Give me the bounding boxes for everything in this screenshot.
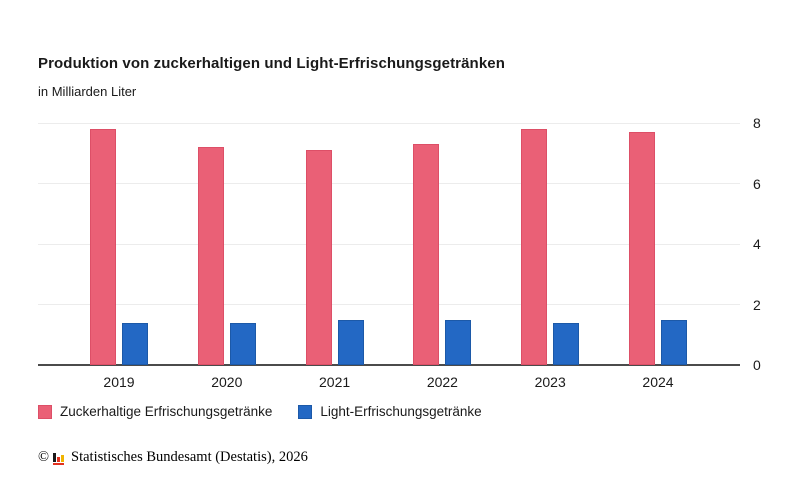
legend-label-light: Light-Erfrischungsgetränke <box>320 404 482 419</box>
x-axis-line <box>38 364 740 366</box>
legend: Zuckerhaltige Erfrischungsgetränke Light… <box>38 404 482 419</box>
y-tick-label: 0 <box>753 357 761 373</box>
bar-group-2019 <box>90 123 148 365</box>
bar-sugar <box>305 150 332 365</box>
x-tick-label: 2021 <box>319 374 351 390</box>
legend-item-light: Light-Erfrischungsgetränke <box>298 404 482 419</box>
chart-title: Produktion von zuckerhaltigen und Light-… <box>38 55 505 72</box>
x-tick-label: 2022 <box>426 374 458 390</box>
legend-label-sugar: Zuckerhaltige Erfrischungsgetränke <box>60 404 273 419</box>
bar-group-2023 <box>521 123 580 365</box>
gridline <box>38 122 740 124</box>
gridline <box>38 243 740 245</box>
gridline <box>38 183 740 184</box>
x-tick-label: 2020 <box>211 374 243 390</box>
legend-swatch-light-icon <box>298 404 313 419</box>
plot-area <box>38 122 740 366</box>
bar-light <box>229 322 256 365</box>
y-tick-label: 6 <box>753 175 761 192</box>
legend-item-sugar: Zuckerhaltige Erfrischungsgetränke <box>38 404 272 419</box>
source-text: Statistisches Bundesamt (Destatis), 2026 <box>71 449 308 465</box>
y-tick-label: 8 <box>753 115 761 131</box>
bar-group-2020 <box>197 123 256 365</box>
bar-sugar <box>521 129 548 365</box>
bar-group-2021 <box>305 123 364 365</box>
x-tick-label: 2019 <box>103 374 135 390</box>
x-tick-label: 2024 <box>642 374 674 390</box>
bar-group-2024 <box>629 123 687 365</box>
y-tick-label: 4 <box>753 236 761 252</box>
copyright-symbol: © <box>38 449 50 465</box>
gridline <box>38 304 740 305</box>
bar-group-2022 <box>413 123 472 365</box>
bar-light <box>122 322 148 365</box>
bar-sugar <box>90 129 116 365</box>
x-tick-label: 2023 <box>534 374 566 390</box>
bar-light <box>337 319 364 365</box>
bar-light <box>553 322 580 365</box>
legend-swatch-sugar-icon <box>38 404 52 419</box>
destatis-logo-icon <box>53 450 65 466</box>
bar-light <box>661 319 687 365</box>
chart-subtitle: in Milliarden Liter <box>38 84 137 99</box>
bar-sugar <box>197 147 224 365</box>
bar-sugar <box>629 132 655 365</box>
y-tick-label: 2 <box>753 296 761 313</box>
bar-sugar <box>413 144 440 365</box>
bar-light <box>445 319 472 365</box>
footer-source: © Statistisches Bundesamt (Destatis), 20… <box>38 449 308 466</box>
